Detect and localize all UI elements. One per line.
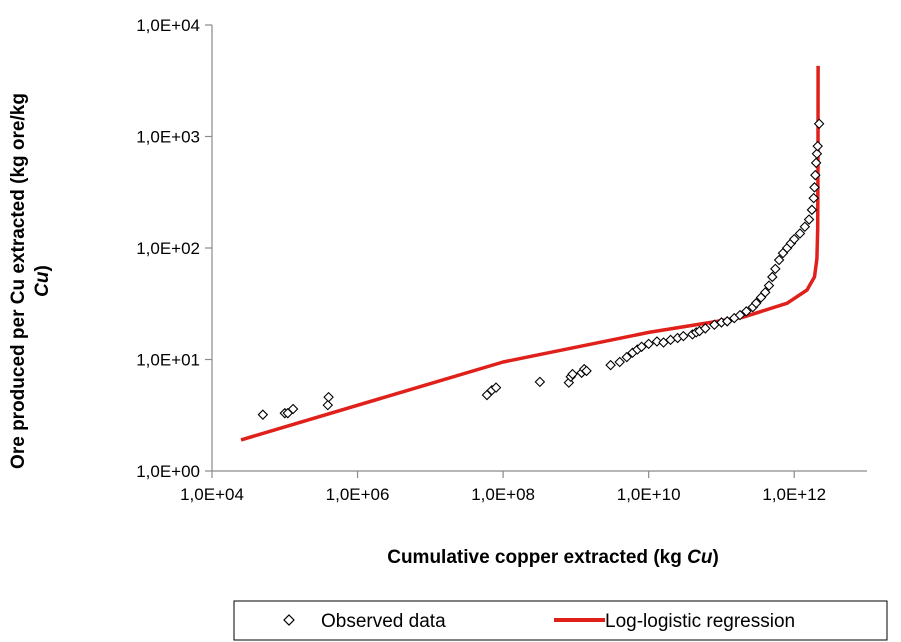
observed-point [621,351,633,363]
observed-point [806,204,818,216]
observed-point [799,221,811,233]
observed-point [770,263,781,275]
observed-point [287,403,299,415]
legend: Observed data Log-logistic regression [233,600,888,641]
legend-diamond-marker [283,614,295,626]
x-tick-label: 1,0E+10 [617,485,681,504]
observed-point [567,368,578,380]
observed-point [581,365,592,377]
x-tick-label: 1,0E+08 [471,485,535,504]
observed-point [678,330,689,342]
y-axis-title: Ore produced per Cu extracted (kg ore/kg… [8,93,53,469]
observed-point [750,297,762,309]
y-tick-label: 1,0E+00 [136,462,200,481]
x-axis-ticks: 1,0E+04 1,0E+06 1,0E+08 1,0E+10 1,0E+12 [180,471,826,504]
y-axis-ticks: 1,0E+00 1,0E+01 1,0E+02 1,0E+03 1,0E+04 [136,16,212,481]
observed-point [809,182,820,193]
observed-series [257,118,825,420]
y-axis-title-italic: Cu [32,271,53,297]
x-axis-title-main: Cumulative copper extracted (kg [387,547,687,568]
observed-point [721,316,733,327]
observed-point [651,336,663,347]
x-axis-title-end: ) [712,547,718,568]
y-axis-title-end: ) [32,265,53,271]
observed-point [810,169,821,181]
observed-point [323,391,334,403]
observed-point [643,338,654,350]
observed-point [767,271,778,283]
observed-point [794,228,806,239]
observed-point [813,118,825,130]
y-tick-label: 1,0E+03 [136,128,200,147]
observed-point [322,399,334,411]
observed-point [810,157,822,169]
y-axis-title-line1: Ore produced per Cu extracted (kg ore/kg [8,93,29,469]
observed-point [636,341,647,353]
y-tick-label: 1,0E+02 [136,239,200,258]
x-axis-title: Cumulative copper extracted (kg Cu) [387,547,719,568]
x-tick-label: 1,0E+06 [326,485,390,504]
legend-observed-label: Observed data [321,611,446,632]
observed-point [734,309,746,321]
observed-point [741,306,752,317]
observed-point [700,323,711,334]
observed-point [803,214,815,225]
y-tick-label: 1,0E+01 [136,351,200,370]
observed-point [808,192,819,204]
legend-regression-label: Log-logistic regression [605,611,795,632]
observed-point [257,409,269,420]
y-axis-title-line2: Cu) [32,265,53,297]
observed-point [614,356,625,368]
x-tick-label: 1,0E+12 [762,485,826,504]
observed-point [605,359,616,371]
x-tick-label: 1,0E+04 [180,485,244,504]
observed-point [534,376,546,388]
observed-point [490,382,502,393]
observed-point [773,254,785,266]
observed-point [812,140,823,152]
regression-line [240,65,820,442]
regression-series [240,65,820,442]
observed-point [788,233,800,245]
observed-point [811,148,823,160]
x-axis-title-italic: Cu [687,547,713,568]
y-tick-label: 1,0E+04 [136,16,200,35]
observed-point [763,280,775,291]
observed-point [759,287,771,298]
